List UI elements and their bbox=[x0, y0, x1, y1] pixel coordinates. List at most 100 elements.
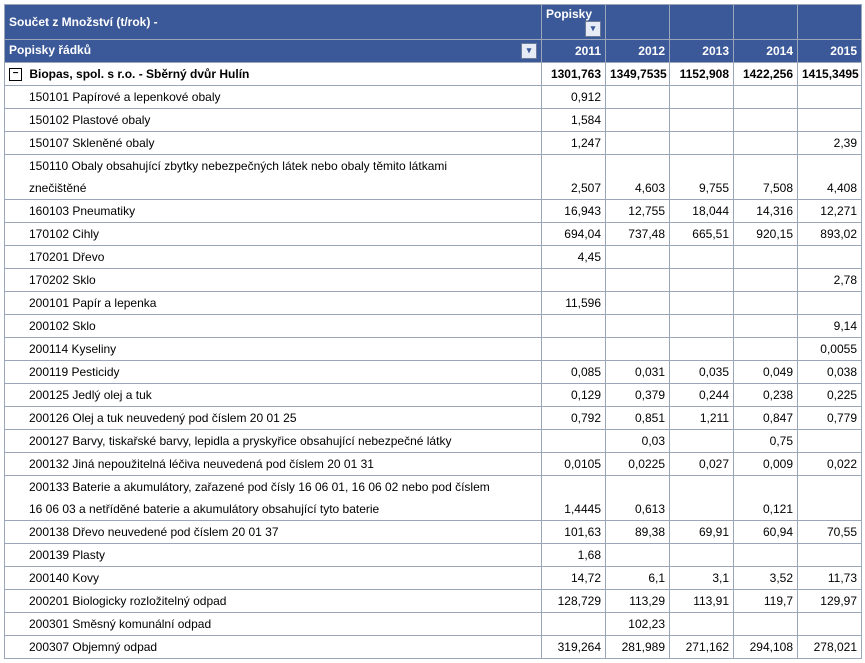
table-row[interactable]: 200201 Biologicky rozložitelný odpad128,… bbox=[5, 590, 862, 613]
cell bbox=[542, 430, 606, 453]
cell: 0,022 bbox=[798, 453, 862, 476]
table-row[interactable]: 200114 Kyseliny0,0055 bbox=[5, 338, 862, 361]
table-row[interactable]: 150110 Obaly obsahující zbytky nebezpečn… bbox=[5, 155, 862, 178]
cell: 0,851 bbox=[606, 407, 670, 430]
popisky-label: Popisky bbox=[546, 7, 592, 21]
year-header-2[interactable]: 2013 bbox=[670, 40, 734, 63]
pivot-table: Součet z Množství (t/rok) - Popisky ▾ Po… bbox=[4, 4, 862, 659]
row-label: 200101 Papír a lepenka bbox=[5, 292, 542, 315]
cell bbox=[734, 86, 798, 109]
row-label: 170201 Dřevo bbox=[5, 246, 542, 269]
table-row[interactable]: 200139 Plasty1,68 bbox=[5, 544, 862, 567]
table-row[interactable]: 200102 Sklo9,14 bbox=[5, 315, 862, 338]
group-total-0: 1301,763 bbox=[542, 63, 606, 86]
year-header-1[interactable]: 2012 bbox=[606, 40, 670, 63]
table-row[interactable]: 170102 Cihly694,04737,48665,51920,15893,… bbox=[5, 223, 862, 246]
cell bbox=[606, 338, 670, 361]
table-row[interactable]: 200301 Směsný komunální odpad102,23 bbox=[5, 613, 862, 636]
cell: 0,121 bbox=[734, 498, 798, 521]
collapse-icon[interactable]: − bbox=[9, 68, 22, 81]
table-row[interactable]: 150101 Papírové a lepenkové obaly0,912 bbox=[5, 86, 862, 109]
cell bbox=[734, 315, 798, 338]
table-row[interactable]: 200126 Olej a tuk neuvedený pod číslem 2… bbox=[5, 407, 862, 430]
cell: 0,847 bbox=[734, 407, 798, 430]
cell: 893,02 bbox=[798, 223, 862, 246]
table-row[interactable]: 160103 Pneumatiky16,94312,75518,04414,31… bbox=[5, 200, 862, 223]
table-row[interactable]: 200119 Pesticidy0,0850,0310,0350,0490,03… bbox=[5, 361, 862, 384]
row-label: 150101 Papírové a lepenkové obaly bbox=[5, 86, 542, 109]
cell: 69,91 bbox=[670, 521, 734, 544]
row-label: 200125 Jedlý olej a tuk bbox=[5, 384, 542, 407]
cell bbox=[798, 476, 862, 499]
cell bbox=[734, 292, 798, 315]
row-label: 160103 Pneumatiky bbox=[5, 200, 542, 223]
table-row[interactable]: znečištěné2,5074,6039,7557,5084,408 bbox=[5, 177, 862, 200]
cell bbox=[670, 476, 734, 499]
cell bbox=[798, 109, 862, 132]
table-row[interactable]: 150102 Plastové obaly1,584 bbox=[5, 109, 862, 132]
year-header-0[interactable]: 2011 bbox=[542, 40, 606, 63]
cell: 113,91 bbox=[670, 590, 734, 613]
table-row[interactable]: 200307 Objemný odpad319,264281,989271,16… bbox=[5, 636, 862, 659]
cell bbox=[670, 498, 734, 521]
cell bbox=[670, 269, 734, 292]
cell: 0,129 bbox=[542, 384, 606, 407]
dropdown-icon[interactable]: ▾ bbox=[585, 21, 601, 37]
cell bbox=[542, 269, 606, 292]
cell bbox=[734, 246, 798, 269]
cell bbox=[542, 338, 606, 361]
table-row[interactable]: 200138 Dřevo neuvedené pod číslem 20 01 … bbox=[5, 521, 862, 544]
row-label: 200201 Biologicky rozložitelný odpad bbox=[5, 590, 542, 613]
cell bbox=[542, 613, 606, 636]
col-header-blank-2 bbox=[670, 5, 734, 40]
cell bbox=[606, 315, 670, 338]
cell: 14,316 bbox=[734, 200, 798, 223]
table-row[interactable]: 200125 Jedlý olej a tuk0,1290,3790,2440,… bbox=[5, 384, 862, 407]
cell bbox=[798, 155, 862, 178]
dropdown-icon[interactable]: ▾ bbox=[521, 43, 537, 59]
row-label: 200307 Objemný odpad bbox=[5, 636, 542, 659]
cell: 281,989 bbox=[606, 636, 670, 659]
cell: 0,085 bbox=[542, 361, 606, 384]
table-row[interactable]: 200101 Papír a lepenka11,596 bbox=[5, 292, 862, 315]
cell bbox=[734, 155, 798, 178]
group-total-3: 1422,256 bbox=[734, 63, 798, 86]
cell bbox=[734, 613, 798, 636]
row-label: 200119 Pesticidy bbox=[5, 361, 542, 384]
year-header-4[interactable]: 2015 bbox=[798, 40, 862, 63]
cell: 1,4445 bbox=[542, 498, 606, 521]
cell bbox=[734, 544, 798, 567]
col-header-popisky[interactable]: Popisky ▾ bbox=[542, 5, 606, 40]
cell: 694,04 bbox=[542, 223, 606, 246]
table-row[interactable]: 150107 Skleněné obaly1,2472,39 bbox=[5, 132, 862, 155]
cell: 0,027 bbox=[670, 453, 734, 476]
cell: 129,97 bbox=[798, 590, 862, 613]
cell: 128,729 bbox=[542, 590, 606, 613]
cell bbox=[670, 315, 734, 338]
table-row[interactable]: 170201 Dřevo4,45 bbox=[5, 246, 862, 269]
table-row[interactable]: 200132 Jiná nepoužitelná léčiva neuveden… bbox=[5, 453, 862, 476]
cell: 920,15 bbox=[734, 223, 798, 246]
table-row[interactable]: 16 06 03 a netříděné baterie a akumuláto… bbox=[5, 498, 862, 521]
cell: 0,379 bbox=[606, 384, 670, 407]
cell: 4,603 bbox=[606, 177, 670, 200]
table-row[interactable]: 200133 Baterie a akumulátory, zařazené p… bbox=[5, 476, 862, 499]
cell: 0,049 bbox=[734, 361, 798, 384]
group-row[interactable]: − Biopas, spol. s r.o. - Sběrný dvůr Hul… bbox=[5, 63, 862, 86]
cell: 102,23 bbox=[606, 613, 670, 636]
year-header-3[interactable]: 2014 bbox=[734, 40, 798, 63]
table-row[interactable]: 200140 Kovy14,726,13,13,5211,73 bbox=[5, 567, 862, 590]
cell bbox=[670, 132, 734, 155]
cell: 294,108 bbox=[734, 636, 798, 659]
cell bbox=[542, 155, 606, 178]
row-labels-header[interactable]: Popisky řádků ▾ bbox=[5, 40, 542, 63]
cell: 319,264 bbox=[542, 636, 606, 659]
cell: 9,14 bbox=[798, 315, 862, 338]
table-row[interactable]: 170202 Sklo2,78 bbox=[5, 269, 862, 292]
table-row[interactable]: 200127 Barvy, tiskařské barvy, lepidla a… bbox=[5, 430, 862, 453]
cell: 2,39 bbox=[798, 132, 862, 155]
row-label: 200114 Kyseliny bbox=[5, 338, 542, 361]
cell: 0,613 bbox=[606, 498, 670, 521]
cell: 0,031 bbox=[606, 361, 670, 384]
cell bbox=[734, 132, 798, 155]
